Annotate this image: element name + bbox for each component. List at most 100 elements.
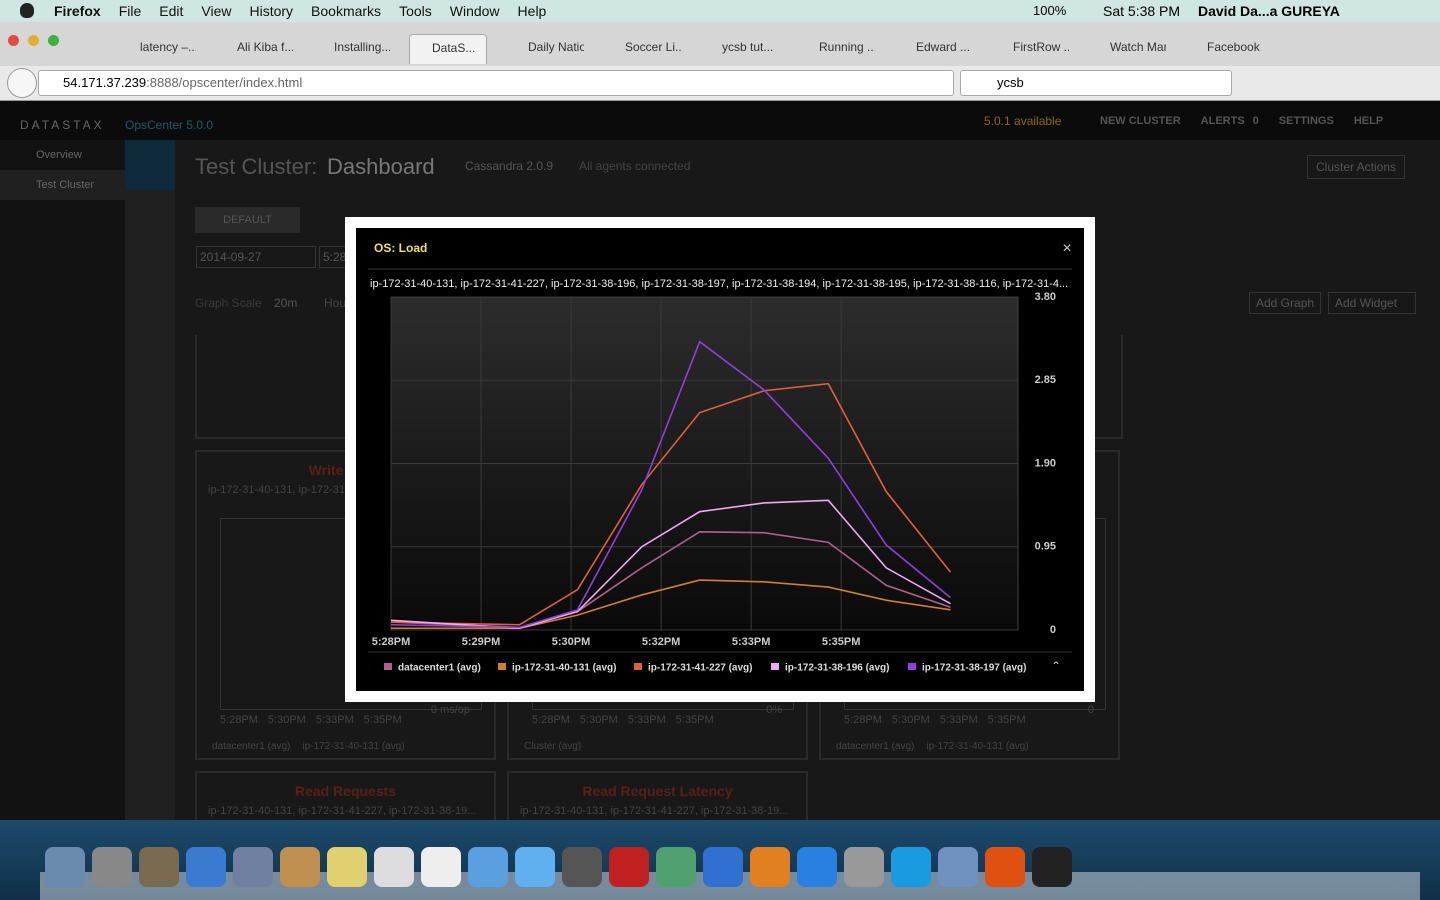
apple-icon[interactable]	[20, 3, 34, 18]
desktop	[0, 820, 1440, 900]
series-line	[390, 499, 951, 630]
dock-icon[interactable]	[797, 847, 837, 887]
search-bar[interactable]: ycsb	[960, 70, 1232, 96]
battery[interactable]: 100%	[1033, 3, 1067, 18]
menu-item[interactable]: Help	[517, 3, 547, 19]
widget-legend: Cluster (avg)	[524, 741, 581, 752]
zoom-window[interactable]	[48, 35, 59, 46]
widget-axis-label: 5:35PM	[363, 714, 402, 726]
y-tick-label: 0	[1050, 624, 1056, 636]
cluster-actions[interactable]: Cluster Actions	[1307, 155, 1406, 179]
legend-swatch	[771, 663, 779, 670]
legend-label: ip-172-31-40-131 (avg)	[512, 663, 617, 674]
menu-item[interactable]: Window	[449, 3, 500, 19]
minimize-window[interactable]	[28, 35, 39, 46]
widget-axis: 5:28PM 5:30PM 5:33PM 5:35PM	[220, 714, 402, 726]
app-header: DATASTAX OpsCenter 5.0.0 5.0.1 available…	[0, 101, 1440, 140]
header-nav[interactable]: NEW CLUSTER	[1100, 115, 1181, 127]
dock-icon[interactable]	[515, 847, 555, 887]
back-button[interactable]	[7, 68, 37, 98]
menu-item[interactable]: Tools	[399, 3, 432, 19]
dock-icon[interactable]	[139, 847, 179, 887]
browser-tab[interactable]: Soccer Li...	[625, 40, 681, 54]
url-bar[interactable]: 54.171.37.239:8888/opscenter/index.html	[38, 70, 954, 96]
dock-icon[interactable]	[233, 847, 273, 887]
browser-tab[interactable]: Installing...	[334, 40, 390, 54]
legend-swatch	[908, 663, 916, 670]
close-window[interactable]	[8, 35, 19, 46]
modal: OS: Load × ip-172-31-40-131, ip-172-31-4…	[345, 217, 1095, 702]
dock-icon[interactable]	[844, 847, 884, 887]
widget-legend-item: ip-172-31-40-131 (avg)	[926, 741, 1029, 752]
dock-icon[interactable]	[562, 847, 602, 887]
dock-icon[interactable]	[45, 847, 85, 887]
dock-icon[interactable]	[186, 847, 226, 887]
browser-tab[interactable]: Facebook	[1207, 40, 1260, 54]
y-tick-label: 3.80	[1035, 291, 1056, 303]
widget-axis-label: 5:28PM	[532, 714, 570, 726]
dock-icon[interactable]	[92, 847, 132, 887]
browser-tab[interactable]: Ali Kiba f...	[237, 40, 293, 54]
dock-icon[interactable]	[656, 847, 696, 887]
dock-icon[interactable]	[985, 847, 1025, 887]
x-tick-label: 5:29PM	[462, 636, 501, 648]
browser-tab[interactable]: latency –...	[140, 40, 196, 54]
browser-tab[interactable]: Watch Manch...	[1110, 40, 1166, 54]
clock[interactable]: Sat 5:38 PM	[1103, 3, 1181, 19]
user[interactable]: David Da...a GUREYA	[1198, 3, 1340, 19]
update-notice[interactable]: 5.0.1 available	[984, 114, 1062, 128]
widget-legend: datacenter1 (avg) ip-172-31-40-131 (avg)	[836, 741, 1029, 752]
nav-cluster[interactable]: Test Cluster	[36, 179, 95, 191]
dock-icon[interactable]	[1032, 847, 1072, 887]
widget-axis-label: 5:33PM	[939, 714, 978, 726]
browser-tab[interactable]: ycsb tut...	[722, 40, 774, 54]
app-menu[interactable]: Firefox	[54, 3, 101, 19]
header-nav[interactable]: SETTINGS	[1278, 115, 1334, 127]
chart-subtitle: ip-172-31-40-131, ip-172-31-41-227, ip-1…	[370, 278, 1068, 290]
widget-axis-label: 5:28PM	[220, 714, 258, 726]
default-tab[interactable]: DEFAULT	[195, 207, 300, 233]
menu-item[interactable]: Bookmarks	[311, 3, 382, 19]
widget: Read Request Latency ip-172-31-40-131, ip…	[507, 771, 808, 831]
date-select[interactable]: 2014-09-27	[196, 246, 316, 268]
browser-tab[interactable]: DataS...	[409, 34, 487, 64]
browser-tab[interactable]: FirstRow ...	[1013, 40, 1069, 54]
header-nav[interactable]: HELP	[1353, 115, 1384, 127]
collapse-legend[interactable]: ⌃	[1051, 659, 1061, 673]
close-button[interactable]: ×	[1062, 240, 1071, 257]
dock-icon[interactable]	[891, 847, 931, 887]
browser-tab[interactable]: Running ...	[819, 40, 875, 54]
widget-legend-item: datacenter1 (avg)	[836, 741, 915, 752]
menu-item[interactable]: View	[201, 3, 232, 19]
widget-subtitle: ip-172-31-40-131, ip-172-31	[208, 484, 345, 496]
add-widget[interactable]: Add Widget	[1328, 292, 1417, 314]
widget-legend-item: ip-172-31-40-131 (avg)	[302, 741, 405, 752]
header-nav[interactable]: ALERTS	[1200, 115, 1245, 127]
dashboard-title: Dashboard	[327, 154, 435, 179]
dock-icon[interactable]	[374, 847, 414, 887]
header-nav[interactable]: 0	[1252, 115, 1259, 127]
browser-tab[interactable]: Edward ...	[916, 40, 971, 54]
widget-title: Read Requests	[294, 783, 397, 799]
scale-label: Graph Scale	[195, 296, 262, 310]
dock-icon[interactable]	[280, 847, 320, 887]
add-graph[interactable]: Add Graph	[1249, 292, 1322, 314]
dock-icon[interactable]	[421, 847, 461, 887]
dock-icon[interactable]	[327, 847, 367, 887]
dock-icon[interactable]	[468, 847, 508, 887]
scale-hour[interactable]: Hou	[324, 296, 347, 310]
chart: OS: Load × ip-172-31-40-131, ip-172-31-4…	[356, 228, 1084, 691]
dock-icon[interactable]	[938, 847, 978, 887]
legend-label: datacenter1 (avg)	[398, 663, 481, 674]
dock-icon[interactable]	[750, 847, 790, 887]
scale[interactable]: 20m	[274, 296, 298, 310]
menu-item[interactable]: File	[118, 3, 142, 19]
menu-item[interactable]: History	[249, 3, 294, 19]
nav-overview[interactable]: Overview	[36, 149, 82, 161]
browser-tab[interactable]: Daily Nation ...	[528, 40, 584, 54]
dock-icon[interactable]	[703, 847, 743, 887]
dock-icon[interactable]	[609, 847, 649, 887]
widget-unit: 0 ms/op	[430, 704, 470, 716]
menu-item[interactable]: Edit	[159, 3, 184, 19]
menubar: Firefox File Edit View History Bookmarks Tool…	[0, 0, 1440, 22]
